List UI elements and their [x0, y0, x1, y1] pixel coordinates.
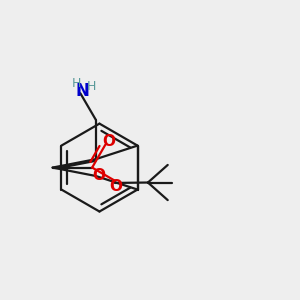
Text: N: N — [76, 82, 89, 100]
Text: O: O — [93, 169, 106, 184]
Text: O: O — [102, 134, 115, 149]
Text: O: O — [110, 178, 122, 194]
Text: H: H — [72, 77, 82, 90]
Text: H: H — [87, 80, 96, 93]
